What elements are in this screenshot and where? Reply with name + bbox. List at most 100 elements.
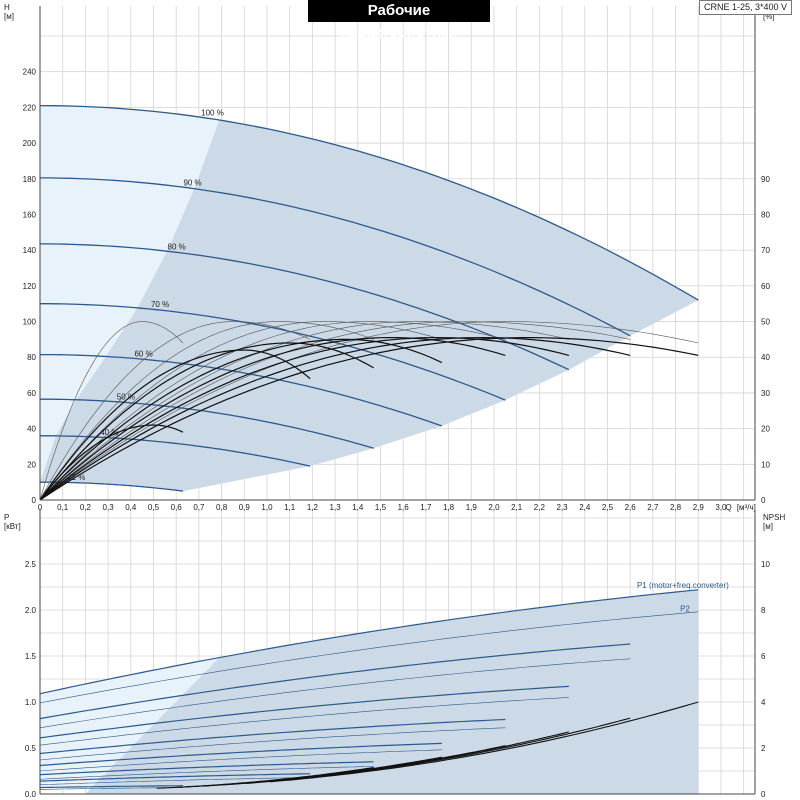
p-tick-label: 0.5 [25, 744, 37, 753]
y-tick-label: 100 [23, 318, 37, 327]
speed-curve-label: 80 % [168, 242, 186, 251]
efficiency-curve [39, 321, 506, 501]
pump-model-label: CRNE 1-25, 3*400 V [698, 0, 792, 15]
x-tick-label: 0,7 [193, 503, 205, 512]
power-curve-p2 [39, 777, 311, 786]
power-curve-p1 [39, 761, 374, 776]
x-tick-label: 2,1 [511, 503, 523, 512]
efficiency-curve [39, 321, 699, 501]
x-tick-label: 1,8 [443, 503, 455, 512]
chart-title: Рабочие характеристики [308, 0, 490, 41]
y2-tick-label: 30 [761, 389, 770, 398]
speed-curve-label: 21 % [67, 473, 85, 482]
y-tick-label: 240 [23, 68, 37, 77]
y2-tick-label: 90 [761, 175, 770, 184]
power-curve-p1 [39, 643, 631, 720]
npsh-axis-unit: [м] [763, 522, 773, 531]
npsh-tick-label: 4 [761, 698, 766, 707]
y-axis-unit: [м] [4, 12, 14, 21]
y-axis-label: H [4, 3, 10, 12]
x-tick-label: 1,1 [284, 503, 296, 512]
x-tick-label: 3,0 [715, 503, 727, 512]
series-label: P2 [680, 605, 690, 614]
power-curve-p1 [39, 718, 506, 755]
efficiency-curve [39, 321, 374, 501]
power-curve-p2 [39, 749, 442, 772]
y-tick-label: 140 [23, 246, 37, 255]
p-tick-label: 2.0 [25, 606, 37, 615]
x-tick-label: 2,2 [534, 503, 546, 512]
x-tick-label: 1,7 [420, 503, 432, 512]
p-axis-unit: [кВт] [4, 522, 21, 531]
x-tick-label: 2,9 [693, 503, 705, 512]
y-tick-label: 180 [23, 175, 37, 184]
y2-tick-label: 80 [761, 210, 770, 219]
x-tick-label: 2,0 [488, 503, 500, 512]
x-tick-label: 1,2 [307, 503, 319, 512]
efficiency-curve [39, 337, 506, 501]
efficiency-curve [39, 321, 311, 501]
x-tick-label: 1,6 [398, 503, 410, 512]
head-curve [40, 353, 443, 427]
x-tick-label: 0,3 [103, 503, 115, 512]
y-tick-label: 0 [32, 496, 37, 505]
x-tick-label: 0,8 [216, 503, 228, 512]
efficiency-curve [39, 336, 631, 501]
x-tick-label: 1,3 [330, 503, 342, 512]
efficiency-curve [39, 336, 570, 501]
speed-curve-label: 40 % [100, 428, 118, 437]
speed-curve-label: 100 % [201, 109, 224, 118]
p-tick-label: 1.0 [25, 698, 37, 707]
power-curve-p1 [39, 685, 569, 739]
head-curve [40, 177, 631, 337]
x-tick-label: 2,4 [579, 503, 591, 512]
power-curve-p1 [39, 742, 442, 767]
p-tick-label: 2.5 [25, 560, 37, 569]
y2-tick-label: 50 [761, 318, 770, 327]
speed-curve-label: 50 % [117, 392, 135, 401]
y2-tick-label: 70 [761, 246, 770, 255]
x-tick-label: 0,4 [125, 503, 137, 512]
efficiency-curve [39, 424, 184, 501]
curves [39, 104, 699, 790]
y2-tick-label: 60 [761, 282, 770, 291]
y-tick-label: 20 [27, 460, 36, 469]
y2-tick-label: 20 [761, 425, 770, 434]
efficiency-curve [39, 349, 311, 501]
power-curve-p2 [39, 658, 631, 729]
x-tick-label: 0,2 [80, 503, 92, 512]
x-tick-label: 1,5 [375, 503, 387, 512]
npsh-tick-label: 0 [761, 790, 766, 799]
y2-tick-label: 40 [761, 353, 770, 362]
npsh-axis-label: NPSH [763, 513, 785, 522]
speed-curve-label: 90 % [183, 179, 201, 188]
efficiency-curve [39, 321, 442, 501]
npsh-tick-label: 10 [761, 560, 770, 569]
p-tick-label: 1.5 [25, 652, 37, 661]
y2-tick-label: 0 [761, 496, 766, 505]
x-tick-label: 2,8 [670, 503, 682, 512]
x-axis-label: Q [725, 503, 731, 512]
operating-area [40, 120, 699, 492]
speed-curve-label: 70 % [151, 300, 169, 309]
series-label: P1 (motor+freq.converter) [637, 581, 729, 590]
x-tick-label: 0 [38, 503, 43, 512]
x-tick-label: 2,3 [557, 503, 569, 512]
power-curve-p2 [39, 766, 374, 780]
head-curve [39, 104, 699, 301]
y2-tick-label: 10 [761, 460, 770, 469]
x-tick-label: 1,0 [261, 503, 273, 512]
head-curve [40, 398, 374, 449]
npsh-curve [156, 766, 374, 789]
chart-labels: 100 % 90 % 80 % 70 % 60 % 50 % 40 % 21 % P1 (mot… [4, 3, 785, 799]
y-tick-label: 160 [23, 210, 37, 219]
npsh-tick-label: 2 [761, 744, 766, 753]
y2-axis-unit: [%] [763, 12, 775, 21]
y-tick-label: 80 [27, 353, 36, 362]
x-tick-label: 1,4 [352, 503, 364, 512]
efficiency-curve [39, 337, 699, 501]
x-tick-label: 0,5 [148, 503, 160, 512]
x-tick-label: 2,6 [625, 503, 637, 512]
x-tick-label: 0,9 [239, 503, 251, 512]
